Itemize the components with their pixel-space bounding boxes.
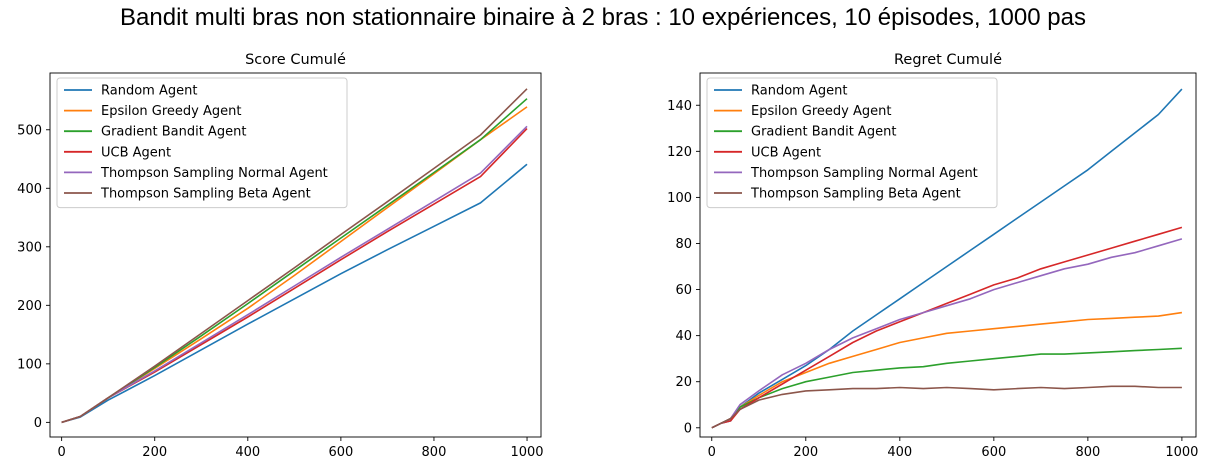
regret-series-epsilon-greedy-agent: [711, 311, 1183, 429]
regret-legend-label-epsilon-greedy-agent: Epsilon Greedy Agent: [751, 104, 891, 119]
score-x-tick-label: 200: [142, 445, 167, 460]
regret-series-random-agent: [711, 88, 1183, 429]
score-legend-label-gradient-bandit-agent: Gradient Bandit Agent: [101, 125, 246, 140]
score-legend-label-epsilon-greedy-agent: Epsilon Greedy Agent: [101, 104, 241, 119]
regret-y-tick-label: 0: [684, 421, 692, 436]
score-chart-title: Score Cumulé: [245, 52, 346, 68]
score-y-tick-label: 200: [17, 299, 42, 314]
regret-y-tick-label: 140: [667, 99, 692, 114]
regret-legend-label-thompson-sampling-normal-agent: Thompson Sampling Normal Agent: [750, 166, 978, 181]
score-legend-label-random-agent: Random Agent: [101, 84, 197, 99]
score-y-tick-label: 500: [17, 123, 42, 138]
score-y-tick-label: 0: [34, 416, 42, 431]
regret-y-tick-label: 80: [675, 237, 692, 252]
regret-y-tick-label: 20: [675, 375, 692, 390]
score-x-tick-label: 800: [422, 445, 447, 460]
regret-x-tick-label: 200: [793, 445, 818, 460]
score-series-random-agent: [61, 163, 528, 424]
regret-x-tick-label: 400: [887, 445, 912, 460]
regret-series-thompson-sampling-beta-agent: [711, 385, 1182, 429]
score-y-tick-label: 100: [17, 357, 42, 372]
score-y-tick-label: 400: [17, 182, 42, 197]
score-legend-label-ucb-agent: UCB Agent: [101, 145, 171, 160]
score-axes-frame: [49, 72, 542, 438]
regret-legend: [706, 77, 998, 209]
regret-legend-label-gradient-bandit-agent: Gradient Bandit Agent: [751, 125, 896, 140]
regret-y-tick-label: 40: [675, 329, 692, 344]
score-x-tick-label: 0: [57, 445, 65, 460]
score-x-tick-label: 400: [235, 445, 260, 460]
regret-cumule-chart: Regret Cumulé 0 200 400 600 800 1000 0 20 40 60 80 1…: [667, 52, 1198, 460]
regret-chart-title: Regret Cumulé: [894, 52, 1002, 68]
regret-legend-label-ucb-agent: UCB Agent: [751, 145, 821, 160]
score-cumule-chart: Score Cumulé 0 200 400 600 800 1000 0 100 200 300 4…: [17, 52, 543, 460]
score-y-tick-label: 300: [17, 240, 42, 255]
score-x-tick-label: 1000: [510, 445, 543, 460]
score-legend-label-thompson-sampling-normal-agent: Thompson Sampling Normal Agent: [100, 166, 328, 181]
regret-y-tick-label: 100: [667, 191, 692, 206]
regret-x-tick-label: 800: [1075, 445, 1100, 460]
regret-axes-frame: [699, 72, 1197, 438]
regret-y-tick-label: 120: [667, 145, 692, 160]
regret-x-tick-label: 600: [981, 445, 1006, 460]
regret-series-thompson-sampling-normal-agent: [711, 238, 1183, 429]
score-x-tick-label: 600: [328, 445, 353, 460]
figure-suptitle: Bandit multi bras non stationnaire binai…: [120, 4, 1086, 31]
regret-x-tick-label: 1000: [1165, 445, 1198, 460]
score-legend: [56, 77, 348, 209]
score-legend-label-thompson-sampling-beta-agent: Thompson Sampling Beta Agent: [100, 187, 311, 202]
score-series-thompson-sampling-beta-agent: [61, 88, 528, 424]
regret-x-tick-label: 0: [708, 445, 716, 460]
regret-y-tick-label: 60: [675, 283, 692, 298]
regret-legend-label-thompson-sampling-beta-agent: Thompson Sampling Beta Agent: [750, 187, 961, 202]
regret-legend-label-random-agent: Random Agent: [751, 84, 847, 99]
